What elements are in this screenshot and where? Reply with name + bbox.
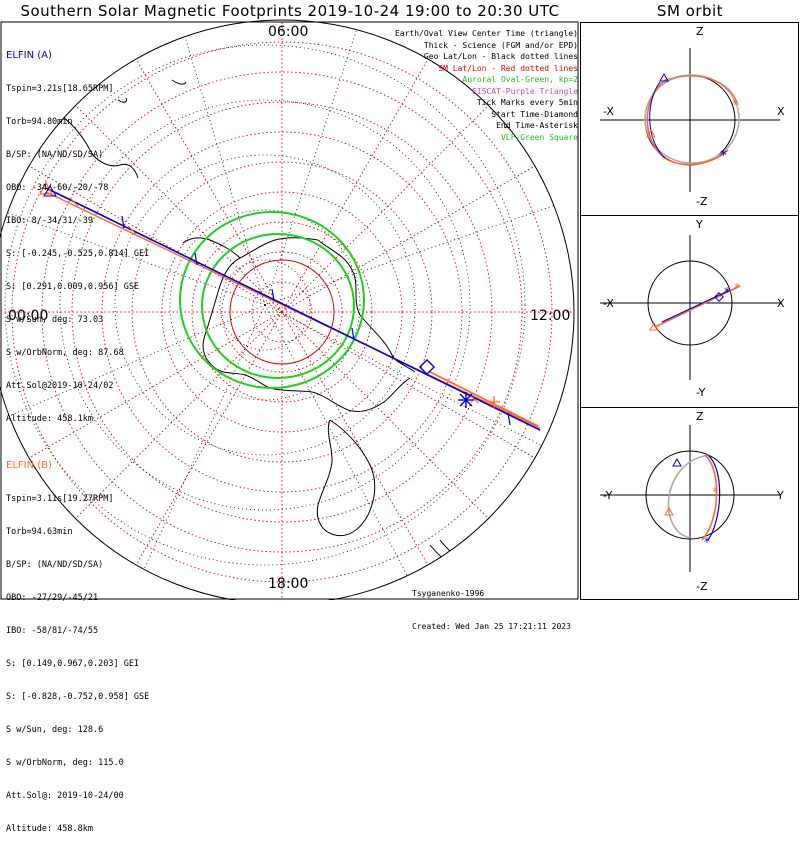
- probe-a-line: OBO: -34/-60/-20/-78: [6, 183, 109, 193]
- axis-bottom: -Y: [696, 386, 706, 399]
- sm-panel-3-drawing: * *: [600, 425, 780, 572]
- probe-a-line: Torb=94.80min: [6, 117, 73, 127]
- axis-top: Z: [696, 410, 704, 423]
- axis-left: -Y: [603, 489, 613, 502]
- auroral-oval-outer: [179, 211, 365, 389]
- created-timestamp: Created: Wed Jan 25 17:21:11 2023: [412, 622, 571, 631]
- probe-a-line: IBO: 8/-34/31/-39: [6, 216, 93, 226]
- track-elfin-b: [45, 191, 541, 429]
- probe-b-name: ELFIN (B): [6, 460, 52, 471]
- start-diamond-a: [418, 358, 436, 376]
- island-coast: [117, 79, 187, 103]
- legend-item: Thick - Science (FGM and/or EPD): [423, 40, 578, 50]
- probe-b-line: B/SP: (NA/ND/SD/SA): [6, 560, 104, 570]
- probe-b-info: ELFIN (B) Tspin=3.11s[19.27RPM] Torb=94.…: [6, 438, 149, 846]
- geo-longitude-lines: [0, 20, 571, 600]
- probe-b-line: S w/OrbNorm, deg: 115.0: [6, 758, 124, 768]
- probe-a-name: ELFIN (A): [6, 50, 52, 61]
- mlt-label-top: 06:00: [268, 24, 309, 40]
- axis-right: X: [777, 105, 785, 118]
- geo-latitude-rings: [4, 44, 526, 566]
- end-asterisk-a: [458, 392, 474, 408]
- mlt-label-right: 12:00: [530, 308, 571, 324]
- legend-item: EISCAT-Purple Triangle: [472, 86, 578, 96]
- probe-b-line: Tspin=3.11s[19.27RPM]: [6, 494, 114, 504]
- sm-panel-yz: Z -Z -Y Y: [580, 407, 799, 600]
- axis-bottom: -Z: [696, 580, 708, 593]
- model-name: Tsyganenko-1996: [412, 589, 485, 598]
- legend-item: VLF-Green Square: [500, 132, 578, 142]
- probe-a-line: Att.Sol@2019-10-24/02: [6, 381, 114, 391]
- legend-item: Tick Marks every 5min: [476, 98, 578, 107]
- axis-left: -X: [603, 105, 614, 118]
- axis-right: Y: [777, 489, 784, 502]
- probe-a-line: Altitude: 458.1km: [6, 414, 93, 424]
- map-boundary: [0, 19, 575, 600]
- track-elfin-a: [45, 187, 541, 431]
- svg-text:*: *: [724, 285, 730, 299]
- probe-b-line: OBO: -27/29/-45/21: [6, 593, 99, 603]
- sm-panel-xy: Y -Y -X X: [580, 215, 799, 408]
- legend-item: Geo Lat/Lon - Black dotted lines: [423, 52, 578, 61]
- svg-text:*: *: [704, 535, 710, 549]
- plot-frame: [0, 21, 579, 600]
- legend: Earth/Oval View Center Time (triangle) T…: [395, 28, 578, 143]
- legend-item: End Time-Asterisk: [496, 121, 578, 130]
- axis-right: X: [777, 297, 785, 310]
- axis-top: Y: [696, 218, 703, 231]
- svg-text:*: *: [712, 485, 718, 499]
- legend-item: Earth/Oval View Center Time (triangle): [394, 29, 578, 38]
- peninsula-coast: [182, 237, 241, 259]
- probe-b-line: IBO: -58/81/-74/55: [6, 626, 99, 636]
- legend-item: SM Lat/Lon - Red dotted lines: [438, 63, 578, 73]
- auroral-oval-inner: [201, 233, 355, 379]
- probe-b-line: S: [0.149,0.967,0.203] GEI: [6, 659, 140, 669]
- svg-text:*: *: [720, 148, 727, 164]
- view-center-triangle-a: [43, 185, 57, 197]
- footer-info: Tsyganenko-1996 Created: Wed Jan 25 17:2…: [412, 566, 571, 643]
- end-asterisk-b: [488, 396, 500, 408]
- svg-text:*: *: [734, 281, 740, 295]
- ticks-elfin-a: [121, 215, 511, 426]
- axis-top: Z: [696, 25, 704, 38]
- axis-left: -X: [603, 297, 614, 310]
- probe-a-line: S w/OrbNorm, deg: 87.68: [6, 348, 124, 358]
- probe-a-line: S w/Sun, deg: 73.03: [6, 315, 104, 325]
- sm-panel-1-drawing: * *: [600, 48, 780, 192]
- probe-a-line: S: [0.291,0.009,0.956] GSE: [6, 282, 140, 292]
- axis-bottom: -Z: [696, 195, 708, 208]
- legend-item: Start Time-Diamond: [491, 109, 578, 119]
- mlt-label-bottom: 18:00: [268, 576, 309, 592]
- legend-item: Auroral Oval-Green, kp=2: [462, 75, 578, 84]
- track-elfin-b-tail: [429, 371, 539, 427]
- svg-text:*: *: [732, 97, 738, 111]
- probe-a-line: B/SP: (NA/ND/SD/SA): [6, 150, 104, 160]
- probe-b-line: S w/Sun, deg: 128.6: [6, 725, 104, 735]
- ticks-elfin-b: [69, 197, 479, 404]
- sm-panel-2-drawing: * *: [600, 235, 780, 380]
- mlt-label-left: 00:00: [8, 308, 49, 324]
- sm-panel-xz: Z -Z -X X: [580, 22, 799, 216]
- probe-b-line: Torb=94.63min: [6, 527, 73, 537]
- sm-orbit-title: SM orbit: [656, 2, 724, 20]
- probe-b-line: Altitude: 458.8km: [6, 824, 93, 834]
- chart-title: Southern Solar Magnetic Footprints 2019-…: [20, 2, 560, 20]
- probe-a-info: ELFIN (A) Tspin=3.21s[18.65RPM] Torb=94.…: [6, 28, 149, 436]
- probe-a-line: Tspin=3.21s[18.65RPM]: [6, 84, 114, 94]
- probe-b-line: Att.Sol@: 2019-10-24/00: [6, 791, 124, 801]
- polar-footprint-plot: * * * * * *: [0, 19, 780, 600]
- probe-a-line: S: [-0.245,-0.525,0.814] GEI: [6, 249, 150, 259]
- probe-b-line: S: [-0.828,-0.752,0.958] GSE: [6, 692, 150, 702]
- australia-coast: [316, 419, 376, 537]
